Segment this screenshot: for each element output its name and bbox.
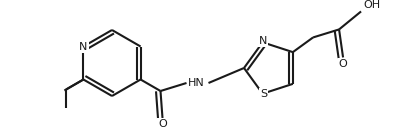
Text: OH: OH (362, 0, 379, 10)
Text: O: O (338, 59, 346, 69)
Text: N: N (79, 41, 87, 52)
Text: N: N (258, 36, 266, 46)
Text: HN: HN (188, 78, 205, 88)
Text: S: S (259, 89, 267, 99)
Text: O: O (158, 119, 166, 129)
